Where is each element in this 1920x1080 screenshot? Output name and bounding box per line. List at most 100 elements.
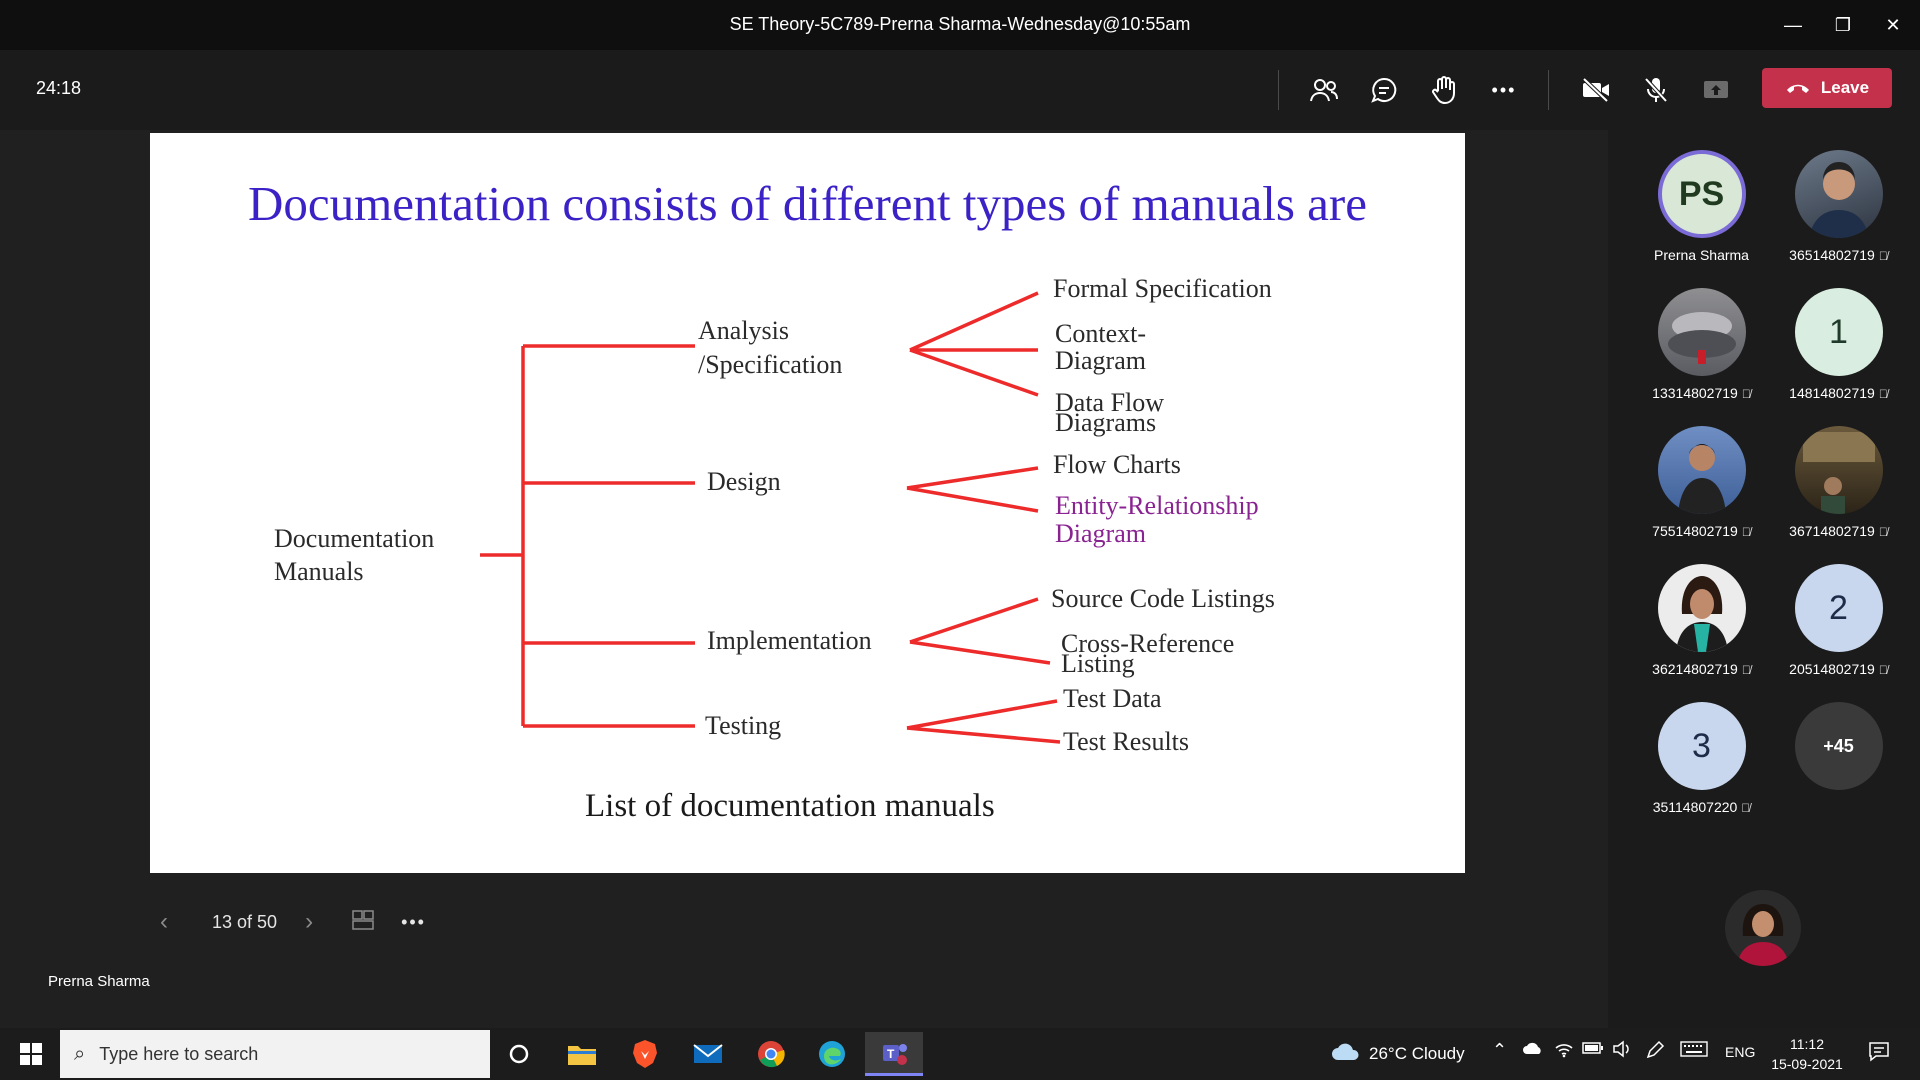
- participant-tile[interactable]: 75514802719 🎙̸: [1633, 426, 1770, 539]
- chat-icon[interactable]: [1362, 68, 1406, 112]
- file-explorer-icon[interactable]: [553, 1032, 611, 1076]
- search-icon: ⌕: [74, 1042, 86, 1065]
- taskbar-search-box[interactable]: ⌕ Type here to search: [60, 1030, 490, 1078]
- branch-label-implementation: Implementation: [707, 626, 872, 655]
- presenter-name-label: Prerna Sharma: [48, 973, 150, 990]
- participant-tile[interactable]: 36714802719 🎙̸: [1770, 426, 1907, 539]
- windows-taskbar: ⌕ Type here to search T 26°C Cloudy ⌃: [0, 1028, 1920, 1080]
- notifications-icon[interactable]: [1868, 1040, 1890, 1067]
- meeting-timer: 24:18: [36, 78, 82, 98]
- participant-name: 20514802719: [1789, 661, 1875, 677]
- hang-up-icon: [1786, 84, 1809, 93]
- presentation-stage: Documentation consists of different type…: [0, 130, 1608, 1028]
- restore-button[interactable]: ❐: [1834, 14, 1852, 35]
- edge-icon[interactable]: [803, 1032, 861, 1076]
- branch-label-analysis: Analysis/Specification: [698, 316, 842, 379]
- participant-name: Prerna Sharma: [1654, 247, 1749, 263]
- camera-off-icon[interactable]: [1574, 68, 1618, 112]
- self-view-avatar[interactable]: [1725, 890, 1801, 966]
- svg-text:T: T: [887, 1047, 895, 1061]
- keyboard-icon[interactable]: [1680, 1040, 1708, 1063]
- search-placeholder: Type here to search: [99, 1043, 259, 1064]
- toolbar-divider: [1278, 70, 1279, 110]
- leaf-label: Formal Specification: [1053, 274, 1272, 303]
- slide-more-icon[interactable]: •••: [401, 911, 426, 932]
- people-icon[interactable]: [1302, 68, 1346, 112]
- avatar: [1794, 150, 1883, 238]
- participant-tile[interactable]: 36514802719 🎙̸: [1770, 150, 1907, 263]
- participant-tile[interactable]: 36214802719 🎙̸: [1633, 564, 1770, 677]
- taskbar-clock[interactable]: 11:12 15-09-2021: [1764, 1034, 1850, 1074]
- avatar: 2: [1794, 564, 1883, 652]
- avatar: 1: [1794, 288, 1883, 376]
- pen-icon[interactable]: [1645, 1040, 1665, 1065]
- brave-browser-icon[interactable]: [616, 1032, 674, 1076]
- overflow-count: +45: [1794, 702, 1883, 790]
- clock-date: 15-09-2021: [1771, 1056, 1843, 1072]
- participant-name: 36714802719: [1789, 523, 1875, 539]
- branch-label-design: Design: [707, 467, 781, 496]
- muted-mic-icon: 🎙̸: [1741, 801, 1751, 815]
- leave-button[interactable]: Leave: [1762, 68, 1892, 108]
- weather-text[interactable]: 26°C Cloudy: [1369, 1044, 1465, 1063]
- close-button[interactable]: ✕: [1885, 14, 1901, 35]
- participant-name: 75514802719: [1652, 523, 1738, 539]
- more-options-icon[interactable]: •••: [1491, 79, 1517, 100]
- battery-icon[interactable]: [1582, 1040, 1604, 1060]
- participant-overflow-tile[interactable]: +45: [1770, 702, 1907, 790]
- tray-chevron-icon[interactable]: ⌃: [1492, 1040, 1508, 1060]
- cortana-icon[interactable]: [490, 1032, 548, 1076]
- avatar: PS: [1657, 150, 1746, 238]
- leaf-label: Data Flow Diagrams: [1055, 388, 1164, 437]
- participant-tile[interactable]: 2 20514802719 🎙̸: [1770, 564, 1907, 677]
- muted-mic-icon: 🎙̸: [1878, 663, 1888, 677]
- slide-caption: List of documentation manuals: [585, 788, 995, 824]
- slide-pager: ‹ 13 of 50 › •••: [160, 902, 426, 942]
- clock-time: 11:12: [1790, 1036, 1824, 1052]
- windows-start-icon[interactable]: [2, 1032, 60, 1076]
- muted-mic-icon: 🎙̸: [1741, 663, 1751, 677]
- tree-connectors: [480, 291, 1061, 744]
- participant-tile[interactable]: 13314802719 🎙̸: [1633, 288, 1770, 401]
- leaf-label: Test Data: [1063, 684, 1162, 713]
- language-indicator[interactable]: ENG: [1725, 1044, 1756, 1060]
- muted-mic-icon: 🎙̸: [1741, 387, 1751, 401]
- volume-icon[interactable]: [1612, 1040, 1632, 1063]
- window-titlebar: SE Theory-5C789-Prerna Sharma-Wednesday@…: [0, 0, 1920, 50]
- leave-label: Leave: [1820, 78, 1870, 97]
- participant-tile[interactable]: PS Prerna Sharma: [1633, 150, 1770, 263]
- leaf-label: Source Code Listings: [1051, 584, 1275, 613]
- share-screen-icon[interactable]: [1694, 68, 1738, 112]
- avatar: [1657, 426, 1746, 514]
- muted-mic-icon: 🎙̸: [1741, 525, 1751, 539]
- meeting-toolbar: 24:18 ••• Leave: [0, 50, 1920, 130]
- slide-grid-icon[interactable]: [351, 909, 375, 936]
- wifi-icon[interactable]: [1554, 1040, 1574, 1063]
- weather-cloud-icon[interactable]: [1330, 1040, 1360, 1067]
- mic-off-icon[interactable]: [1634, 68, 1678, 112]
- muted-mic-icon: 🎙̸: [1878, 249, 1888, 263]
- participant-tile[interactable]: 3 35114807220 🎙̸: [1633, 702, 1770, 815]
- branch-label-testing: Testing: [705, 711, 781, 740]
- participant-name: 35114807220: [1652, 799, 1738, 815]
- participant-tile[interactable]: 1 14814802719 🎙̸: [1770, 288, 1907, 401]
- teams-icon[interactable]: T: [865, 1032, 923, 1076]
- leaf-label: Test Results: [1063, 727, 1189, 756]
- muted-mic-icon: 🎙̸: [1878, 525, 1888, 539]
- avatar: [1657, 564, 1746, 652]
- avatar: 3: [1657, 702, 1746, 790]
- slide-counter: 13 of 50: [212, 911, 278, 932]
- raise-hand-icon[interactable]: [1422, 68, 1466, 112]
- participant-name: 36514802719: [1789, 247, 1875, 263]
- leaf-label: Flow Charts: [1053, 450, 1181, 479]
- muted-mic-icon: 🎙̸: [1878, 387, 1888, 401]
- leaf-label: Context-Diagram: [1055, 319, 1146, 375]
- mail-icon[interactable]: [679, 1032, 737, 1076]
- chrome-icon[interactable]: [742, 1032, 800, 1076]
- previous-slide-icon[interactable]: ‹: [160, 908, 168, 935]
- avatar: [1794, 426, 1883, 514]
- toolbar-divider: [1548, 70, 1549, 110]
- minimize-button[interactable]: —: [1784, 14, 1802, 35]
- onedrive-icon[interactable]: [1522, 1040, 1544, 1061]
- next-slide-icon[interactable]: ›: [305, 908, 314, 935]
